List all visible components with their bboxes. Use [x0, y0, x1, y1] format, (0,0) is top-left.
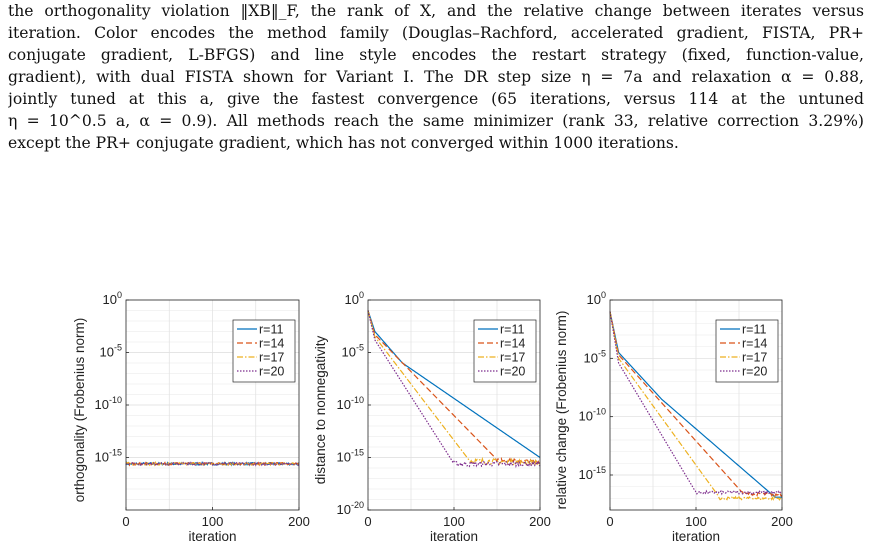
- legend-label: r=11: [742, 323, 766, 337]
- legend-label: r=14: [500, 337, 525, 351]
- legend-box: [473, 319, 537, 383]
- x-tick-label: 200: [529, 514, 551, 529]
- y-tick-label: 10-15: [95, 448, 122, 465]
- legend-label: r=17: [259, 351, 284, 365]
- y-tick-label: 10-20: [337, 500, 364, 517]
- chart-panel: 0 100 200 100 10-5 10-10 10-15 iteration relativ…: [554, 290, 793, 544]
- caption-line: jointly tuned at this a, give the fastes…: [8, 90, 864, 108]
- legend-label: r=11: [500, 323, 524, 337]
- legend-box: [715, 319, 779, 383]
- x-tick-label: 0: [606, 514, 613, 529]
- caption-line: the orthogonality violation ‖XB‖_F, the …: [8, 2, 864, 20]
- series-line: [609, 311, 783, 501]
- y-tick-label: 10-5: [584, 348, 606, 365]
- x-tick-label: 0: [122, 514, 129, 529]
- caption-line: iteration. Color encodes the method fami…: [8, 24, 864, 42]
- x-axis-label: iteration: [188, 529, 236, 544]
- y-axis-label: orthogonality (Frobenius norm): [72, 318, 87, 503]
- legend-box: [232, 319, 296, 383]
- y-axis-label: distance to nonnegativity: [313, 335, 328, 484]
- y-tick-label: 10-15: [337, 448, 364, 465]
- x-tick-label: 200: [771, 514, 793, 529]
- x-tick-label: 100: [685, 514, 707, 529]
- series-line: [367, 310, 541, 469]
- chart-panel: 0 100 200 100 10-5 10-10 10-15 iteration orthogo…: [72, 290, 310, 544]
- y-axis-label: relative change (Frobenius norm): [554, 311, 569, 510]
- series-line: [609, 311, 782, 498]
- x-tick-label: 0: [364, 514, 371, 529]
- x-axis-label: iteration: [672, 529, 720, 544]
- series-line: [609, 311, 783, 498]
- legend-label: r=14: [742, 337, 767, 351]
- y-tick-label: 100: [587, 290, 606, 307]
- legend-label: r=14: [259, 337, 284, 351]
- series-line: [367, 310, 541, 465]
- x-tick-label: 100: [202, 514, 224, 529]
- series-line: [125, 461, 300, 467]
- chart-panel: 0 100 200 100 10-5 10-10 10-15 10-20 iteration di…: [313, 290, 551, 544]
- y-tick-label: 100: [103, 290, 122, 307]
- caption-line: gradient), with dual FISTA shown for Var…: [8, 68, 864, 86]
- y-tick-label: 10-5: [100, 343, 122, 360]
- series-line: [367, 310, 541, 467]
- x-tick-label: 200: [288, 514, 310, 529]
- y-tick-label: 10-15: [579, 465, 606, 482]
- series-line: [609, 311, 783, 496]
- legend-label: r=17: [742, 351, 767, 365]
- caption-paragraph: the orthogonality violation ‖XB‖_F, the …: [8, 0, 864, 154]
- caption-line: conjugate gradient, L-BFGS) and line sty…: [8, 46, 864, 64]
- legend-label: r=20: [742, 365, 767, 379]
- y-tick-label: 10-5: [342, 343, 364, 360]
- x-tick-label: 100: [443, 514, 465, 529]
- legend-label: r=11: [259, 323, 283, 337]
- caption-line: except the PR+ conjugate gradient, which…: [8, 134, 679, 152]
- y-tick-label: 10-10: [337, 395, 364, 412]
- y-tick-label: 100: [345, 290, 364, 307]
- legend-label: r=20: [259, 365, 284, 379]
- y-tick-label: 10-10: [95, 395, 122, 412]
- y-tick-label: 10-10: [579, 407, 606, 424]
- caption-line: η = 10^0.5 a, α = 0.9). All methods reac…: [8, 112, 864, 130]
- x-axis-label: iteration: [430, 529, 478, 544]
- legend-label: r=20: [500, 365, 525, 379]
- legend-label: r=17: [500, 351, 525, 365]
